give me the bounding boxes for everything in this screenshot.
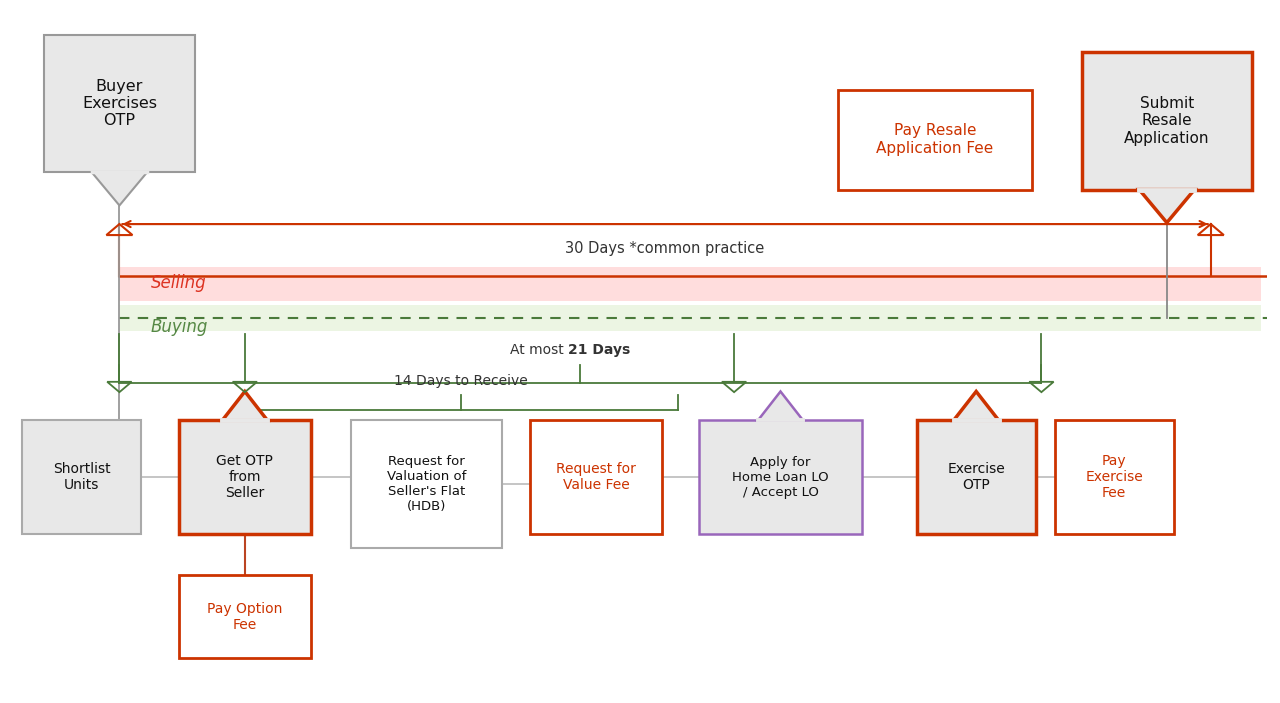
Text: Exercise
OTP: Exercise OTP [947, 462, 1005, 492]
Text: Buyer
Exercises
OTP: Buyer Exercises OTP [82, 79, 157, 129]
Polygon shape [1082, 52, 1252, 190]
Polygon shape [758, 392, 803, 420]
Polygon shape [699, 420, 861, 534]
Text: Pay Resale
Application Fee: Pay Resale Application Fee [876, 124, 993, 156]
Polygon shape [1139, 190, 1194, 223]
FancyBboxPatch shape [119, 266, 1261, 301]
Polygon shape [45, 34, 195, 172]
Text: Pay Option
Fee: Pay Option Fee [207, 602, 283, 632]
Text: Selling: Selling [151, 274, 206, 292]
Polygon shape [22, 420, 141, 534]
FancyBboxPatch shape [119, 304, 1261, 331]
Polygon shape [530, 420, 662, 534]
Text: Get OTP
from
Seller: Get OTP from Seller [216, 454, 274, 501]
Polygon shape [1055, 420, 1174, 534]
Text: Buying: Buying [151, 318, 209, 337]
Polygon shape [179, 420, 311, 534]
Polygon shape [916, 420, 1036, 534]
Polygon shape [223, 392, 268, 420]
Polygon shape [92, 172, 147, 205]
Text: Request for
Value Fee: Request for Value Fee [556, 462, 636, 492]
Text: 14 Days to Receive: 14 Days to Receive [394, 374, 529, 388]
Text: 30 Days *common practice: 30 Days *common practice [566, 241, 764, 257]
Polygon shape [352, 420, 502, 548]
Polygon shape [837, 90, 1032, 190]
Text: Pay
Exercise
Fee: Pay Exercise Fee [1085, 454, 1143, 501]
Text: Request for
Valuation of
Seller's Flat
(HDB): Request for Valuation of Seller's Flat (… [387, 455, 466, 513]
Text: Submit
Resale
Application: Submit Resale Application [1124, 96, 1210, 146]
Text: 21 Days: 21 Days [568, 343, 630, 357]
Text: Apply for
Home Loan LO
/ Accept LO: Apply for Home Loan LO / Accept LO [732, 456, 829, 498]
Text: Shortlist
Units: Shortlist Units [52, 462, 110, 492]
Text: At most: At most [509, 343, 568, 357]
Polygon shape [179, 575, 311, 658]
Polygon shape [954, 392, 998, 420]
